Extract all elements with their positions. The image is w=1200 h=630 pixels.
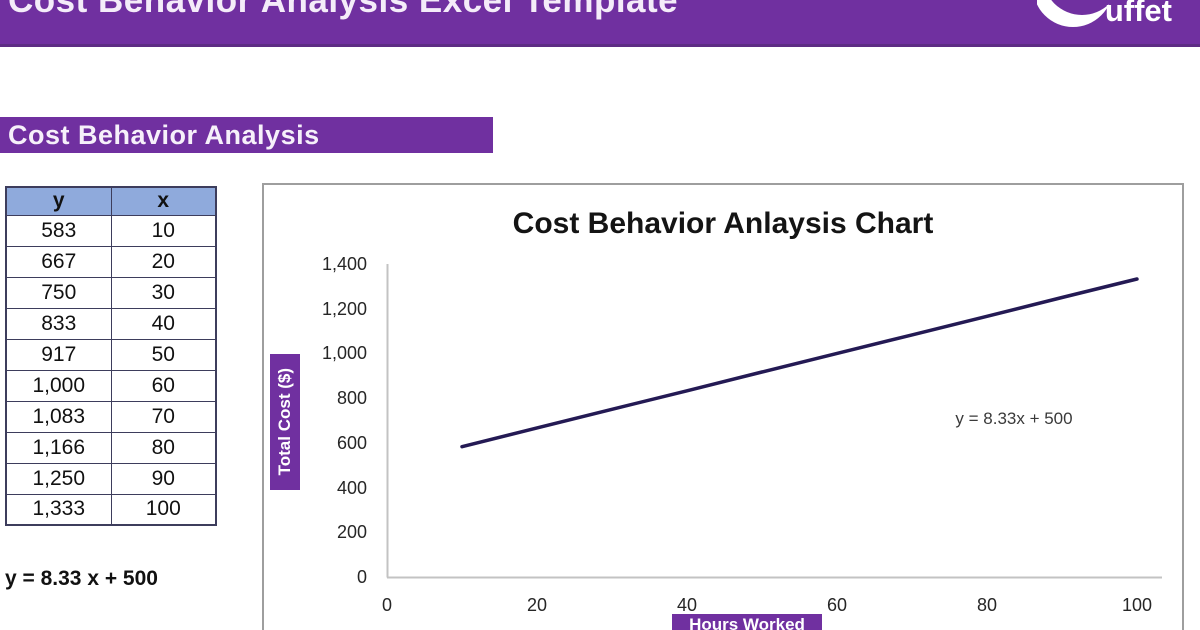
x-tick-label: 0 [381, 595, 392, 615]
y-tick-label: 800 [336, 388, 367, 408]
table-row: 750 30 [5, 276, 217, 309]
y-tick-label: 1,400 [321, 254, 367, 274]
data-table: y x 583 10 667 20 750 30 833 40 917 50 1,000 60 1,08… [5, 186, 217, 526]
table-row: 1,083 70 [5, 400, 217, 433]
cell-x[interactable]: 20 [110, 245, 217, 278]
y-axis-title-box: Total Cost ($) [270, 354, 300, 490]
crescent-logo-icon [1036, 0, 1111, 29]
chart-container: Cost Behavior Anlaysis Chart 1,400 1,200 1… [262, 183, 1184, 630]
page-title: Cost Behavior Analysis Excel Template [8, 0, 679, 20]
y-tick-label: 1,200 [321, 299, 367, 319]
cell-y[interactable]: 667 [5, 245, 112, 278]
x-tick-label: 100 [1121, 595, 1153, 615]
cell-y[interactable]: 917 [5, 338, 112, 371]
brand-logo-text: uffet [1104, 0, 1172, 28]
regression-equation: y = 8.33 x + 500 [5, 567, 158, 590]
x-tick-label: 60 [826, 595, 848, 615]
table-header-row: y x [5, 186, 217, 216]
section-header: Cost Behavior Analysis [0, 117, 493, 153]
section-title: Cost Behavior Analysis [8, 119, 320, 150]
y-tick-label: 400 [336, 478, 367, 498]
y-tick-label: 200 [336, 522, 367, 542]
x-axis-title: Hours Worked [689, 615, 805, 630]
trendline-equation-label: y = 8.33x + 500 [955, 409, 1073, 428]
line-chart-plot [386, 264, 1162, 579]
cell-y[interactable]: 1,250 [5, 462, 112, 495]
x-axis-title-box: Hours Worked [672, 614, 822, 630]
cell-x[interactable]: 50 [110, 338, 217, 371]
cell-x[interactable]: 80 [110, 431, 217, 464]
y-tick-label: 0 [356, 567, 367, 587]
table-row: 667 20 [5, 245, 217, 278]
column-header-y: y [5, 186, 112, 216]
cell-y[interactable]: 750 [5, 276, 112, 309]
chart-title: Cost Behavior Anlaysis Chart [512, 207, 934, 240]
cell-y[interactable]: 1,000 [5, 369, 112, 402]
cell-y[interactable]: 583 [5, 214, 112, 247]
cost-series-line [460, 277, 1139, 449]
table-row: 1,000 60 [5, 369, 217, 402]
cell-y[interactable]: 1,166 [5, 431, 112, 464]
top-banner: Cost Behavior Analysis Excel Template uf… [0, 0, 1200, 47]
y-tick-label: 1,000 [321, 343, 367, 363]
cell-y[interactable]: 1,333 [5, 493, 112, 526]
cell-x[interactable]: 60 [110, 369, 217, 402]
cell-y[interactable]: 1,083 [5, 400, 112, 433]
brand-logo: uffet [1036, 0, 1172, 29]
cell-y[interactable]: 833 [5, 307, 112, 340]
table-row: 1,333 100 [5, 493, 217, 526]
cell-x[interactable]: 100 [110, 493, 217, 526]
table-row: 583 10 [5, 214, 217, 247]
cell-x[interactable]: 70 [110, 400, 217, 433]
table-row: 917 50 [5, 338, 217, 371]
cell-x[interactable]: 10 [110, 214, 217, 247]
table-row: 1,250 90 [5, 462, 217, 495]
y-tick-label: 600 [336, 433, 367, 453]
x-tick-label: 20 [526, 595, 548, 615]
y-axis-title: Total Cost ($) [275, 368, 294, 476]
cell-x[interactable]: 40 [110, 307, 217, 340]
x-tick-label: 80 [976, 595, 998, 615]
cell-x[interactable]: 90 [110, 462, 217, 495]
table-row: 1,166 80 [5, 431, 217, 464]
cell-x[interactable]: 30 [110, 276, 217, 309]
x-tick-label: 40 [676, 595, 698, 615]
table-row: 833 40 [5, 307, 217, 340]
column-header-x: x [110, 186, 217, 216]
